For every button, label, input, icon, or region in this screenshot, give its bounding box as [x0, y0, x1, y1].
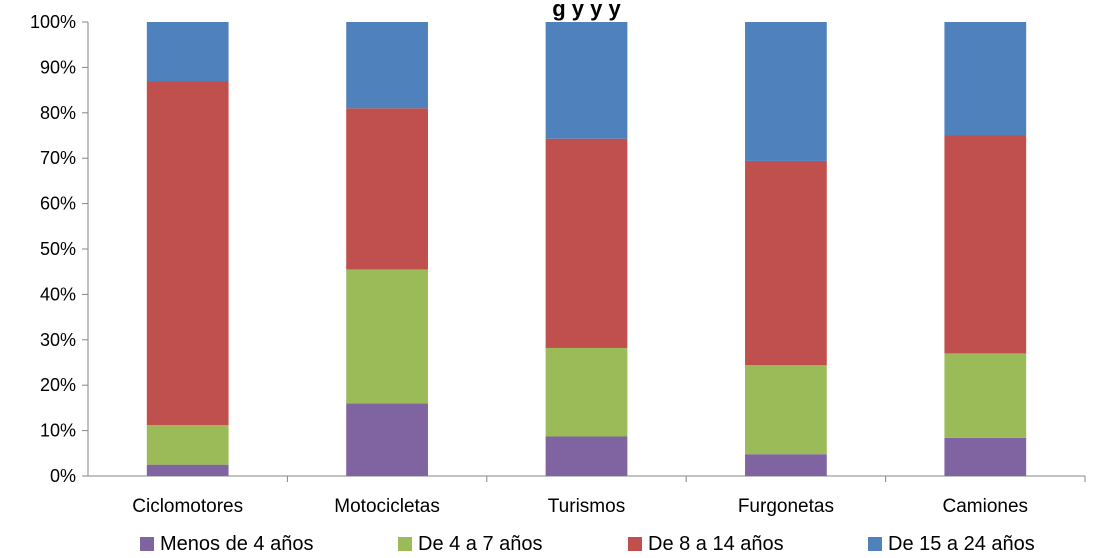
y-tick-label: 90% — [40, 57, 76, 77]
bar-segment-4-camiones — [944, 22, 1027, 136]
bar-segment-1-motocicletas — [346, 403, 428, 476]
y-tick-label: 0% — [50, 466, 76, 486]
bar-segment-2-camiones — [944, 353, 1027, 438]
legend-swatch — [140, 537, 154, 551]
bar-segment-3-ciclomotores — [146, 81, 229, 426]
y-tick-label: 100% — [30, 12, 76, 32]
chart-title: g y y y — [552, 0, 621, 21]
axes: 0% 10% 20% 30% 40% 50% 60% 70% 80% 90% 100% — [30, 12, 1086, 486]
bar-segment-4-turismos — [545, 22, 628, 139]
bar-segment-2-ciclomotores — [146, 425, 229, 465]
y-tick-label: 80% — [40, 103, 76, 123]
legend-swatch — [398, 537, 412, 551]
y-tick-label: 70% — [40, 148, 76, 168]
legend-label: De 4 a 7 años — [418, 533, 543, 555]
legend-label: Menos de 4 años — [160, 533, 313, 555]
bar-segment-1-ciclomotores — [146, 464, 229, 476]
bars — [146, 22, 1027, 476]
bar-segment-4-motocicletas — [346, 22, 428, 109]
y-tick-label: 50% — [40, 239, 76, 259]
y-tick-label: 10% — [40, 421, 76, 441]
legend-swatch — [628, 537, 642, 551]
bar-segment-1-turismos — [545, 436, 628, 476]
legend-label: De 15 a 24 años — [888, 533, 1035, 555]
legend-swatch — [868, 537, 882, 551]
category-label: Motocicletas — [334, 496, 440, 517]
category-label: Turismos — [548, 496, 625, 517]
y-tick-label: 20% — [40, 375, 76, 395]
y-tick-label: 60% — [40, 194, 76, 214]
bar-segment-1-furgonetas — [745, 454, 827, 476]
bar-segment-3-motocicletas — [346, 108, 428, 270]
bar-segment-4-ciclomotores — [146, 22, 229, 82]
category-label: Furgonetas — [738, 496, 834, 517]
category-label: Camiones — [943, 496, 1029, 517]
bar-segment-3-turismos — [545, 138, 628, 348]
bar-segment-1-camiones — [944, 437, 1027, 476]
category-label: Ciclomotores — [132, 496, 243, 517]
category-labels: Ciclomotores Motocicletas Turismos Furgonet… — [132, 496, 1028, 517]
bar-segment-2-motocicletas — [346, 269, 428, 404]
bar-segment-4-furgonetas — [745, 22, 827, 161]
y-tick-label: 30% — [40, 330, 76, 350]
bar-segment-3-furgonetas — [745, 160, 827, 366]
bar-segment-3-camiones — [944, 135, 1027, 354]
y-tick-label: 40% — [40, 284, 76, 304]
bar-segment-2-furgonetas — [745, 365, 827, 455]
legend: Menos de 4 años De 4 a 7 años De 8 a 14 añ… — [140, 533, 1035, 555]
bar-segment-2-turismos — [545, 347, 628, 437]
legend-label: De 8 a 14 años — [648, 533, 784, 555]
chart-title-area: g y y y — [552, 0, 621, 21]
